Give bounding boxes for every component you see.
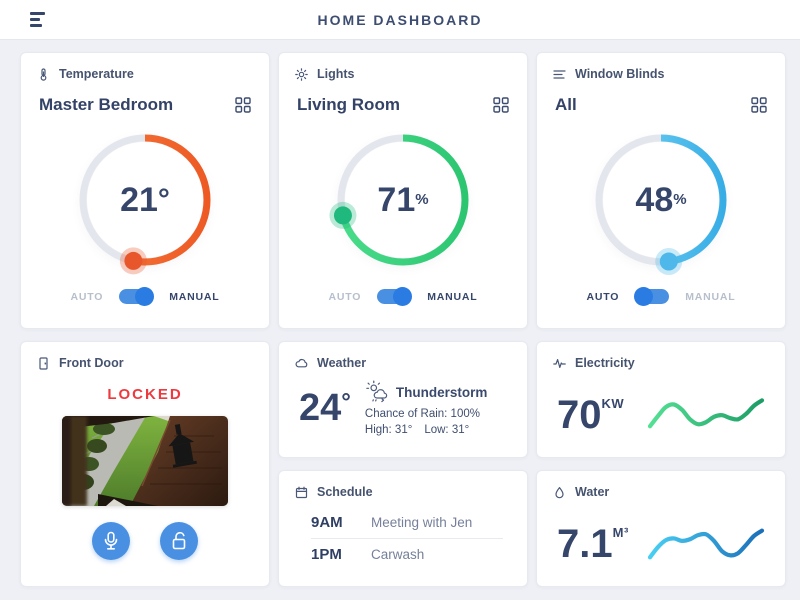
blinds-value: 48% xyxy=(635,180,687,219)
manual-label[interactable]: MANUAL xyxy=(685,290,736,303)
rain-chance: Chance of Rain: 100% xyxy=(364,408,480,420)
dial-inner-circle xyxy=(87,142,203,258)
zone-name: Master Bedroom xyxy=(39,95,174,114)
water-trend-chart xyxy=(647,528,765,559)
water-value: 7.1M³ xyxy=(557,522,629,566)
electricity-trend-chart xyxy=(647,397,765,428)
dial-knob xyxy=(124,251,143,270)
lights-dial[interactable] xyxy=(328,125,478,275)
schedule-event[interactable]: 1PM Carwash xyxy=(311,539,503,570)
mode-toggle-row: AUTO MANUAL xyxy=(537,287,785,306)
low-temp: Low: 31° xyxy=(424,424,470,436)
lock-status-badge: LOCKED xyxy=(107,386,183,403)
temperature-dial-wrap: 21 ° xyxy=(70,125,220,275)
doorbell-camera-feed[interactable] xyxy=(62,416,228,506)
temperature-card: Temperature Master Bedroom 21 ° AUTO xyxy=(20,52,270,329)
event-label: Carwash xyxy=(371,547,425,562)
weather-card: Weather 24° Thunderstorm xyxy=(278,341,528,458)
event-label: Meeting with Jen xyxy=(371,515,473,530)
mic-icon xyxy=(104,531,118,550)
grid-icon[interactable] xyxy=(493,97,509,113)
card-title: Temperature xyxy=(59,67,134,81)
card-title: Window Blinds xyxy=(575,67,665,81)
card-title: Weather xyxy=(317,356,367,370)
mode-toggle-row: AUTO MANUAL xyxy=(21,287,269,306)
app-header: HOME DASHBOARD xyxy=(0,0,800,40)
grid-icon[interactable] xyxy=(235,97,251,113)
schedule-card: Schedule 9AM Meeting with Jen 1PM Carwas… xyxy=(278,470,528,587)
toggle-knob[interactable] xyxy=(393,287,413,306)
dial-inner-circle xyxy=(345,142,461,258)
grid-icon[interactable] xyxy=(751,97,767,113)
front-door-card: Front Door LOCKED xyxy=(20,341,270,587)
card-title: Lights xyxy=(317,67,355,81)
door-icon xyxy=(39,356,48,370)
event-time: 1PM xyxy=(311,546,342,563)
electricity-value: 70KW xyxy=(557,393,625,437)
blinds-icon xyxy=(553,69,566,79)
current-temperature: 24° xyxy=(299,386,351,429)
manual-label[interactable]: MANUAL xyxy=(427,290,478,303)
event-time: 9AM xyxy=(311,514,343,531)
high-temp: High: 31° xyxy=(364,424,413,436)
lights-value: 71% xyxy=(377,180,429,219)
dial-knob xyxy=(659,252,678,271)
page-title: HOME DASHBOARD xyxy=(317,11,483,28)
high-low: High: 31° Low: 31° xyxy=(365,424,488,436)
manual-label[interactable]: MANUAL xyxy=(169,290,220,303)
dashboard-grid: Temperature Master Bedroom 21 ° AUTO xyxy=(0,40,800,599)
water-card: Water 7.1M³ xyxy=(536,470,786,587)
window-blinds-card: Window Blinds All 48% AUTO xyxy=(536,52,786,329)
droplet-icon xyxy=(555,486,564,498)
blinds-dial[interactable] xyxy=(586,125,736,275)
divider xyxy=(311,538,503,539)
temperature-value: 21 ° xyxy=(120,180,170,219)
zone-name: Living Room xyxy=(297,95,400,114)
zone-name: All xyxy=(555,95,577,114)
cloud-icon xyxy=(295,358,308,367)
lights-card: Lights Living Room 71% AUTO xyxy=(278,52,528,329)
dial-inner-circle xyxy=(603,142,719,258)
card-title: Front Door xyxy=(59,356,124,370)
mode-toggle[interactable] xyxy=(119,287,155,306)
unlock-icon xyxy=(172,531,186,550)
card-title: Electricity xyxy=(575,356,635,370)
unlock-button[interactable] xyxy=(160,522,198,560)
thermometer-icon xyxy=(40,67,47,81)
auto-label[interactable]: AUTO xyxy=(70,290,104,303)
dial-knob xyxy=(333,206,352,225)
camera-image xyxy=(62,416,228,506)
pulse-icon xyxy=(553,358,566,368)
mode-toggle[interactable] xyxy=(634,287,670,306)
card-title: Water xyxy=(575,485,610,499)
toggle-knob[interactable] xyxy=(135,287,155,306)
temperature-dial[interactable] xyxy=(70,125,220,275)
schedule-event[interactable]: 9AM Meeting with Jen xyxy=(311,507,503,538)
weather-condition: Thunderstorm xyxy=(395,384,488,400)
microphone-button[interactable] xyxy=(92,522,130,560)
mode-toggle[interactable] xyxy=(377,287,413,306)
blinds-dial-wrap: 48% xyxy=(586,125,736,275)
storm-icon xyxy=(366,380,388,403)
auto-label[interactable]: AUTO xyxy=(586,290,620,303)
card-title: Schedule xyxy=(317,485,373,499)
brightness-icon xyxy=(295,67,308,81)
hamburger-menu-icon[interactable] xyxy=(30,12,46,30)
auto-label[interactable]: AUTO xyxy=(328,290,362,303)
electricity-card: Electricity 70KW xyxy=(536,341,786,458)
toggle-knob[interactable] xyxy=(634,287,654,306)
calendar-icon xyxy=(295,486,308,498)
lights-dial-wrap: 71% xyxy=(328,125,478,275)
mode-toggle-row: AUTO MANUAL xyxy=(279,287,527,306)
